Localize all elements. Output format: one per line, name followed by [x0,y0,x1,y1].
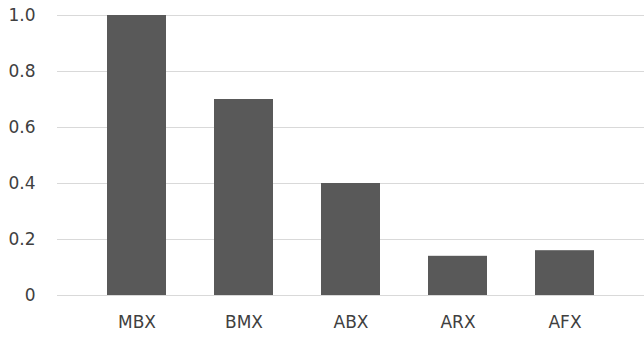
svg-text:ABX: ABX [334,312,369,332]
svg-text:MBX: MBX [118,312,156,332]
svg-text:0.8: 0.8 [8,61,35,81]
svg-text:0: 0 [25,285,36,305]
svg-text:1.0: 1.0 [8,5,35,25]
svg-text:0.2: 0.2 [8,229,35,249]
svg-text:0.4: 0.4 [8,173,35,193]
svg-text:AFX: AFX [548,312,581,332]
svg-text:BMX: BMX [225,312,263,332]
svg-text:0.6: 0.6 [8,117,35,137]
svg-text:ARX: ARX [440,312,475,332]
